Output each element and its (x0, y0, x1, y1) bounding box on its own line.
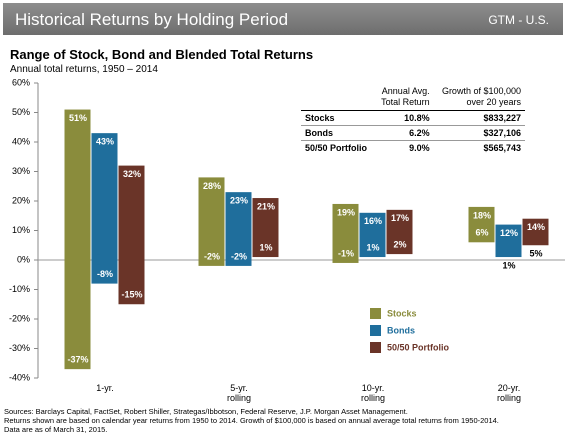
range-bar (495, 224, 522, 258)
table-cell: 50/50 Portfolio (305, 143, 368, 153)
x-tick-label: 20-yr. rolling (496, 383, 522, 403)
y-tick-label: 20% (12, 195, 30, 205)
value-label: 43% (96, 137, 114, 147)
range-bar (91, 133, 118, 284)
value-label: 6% (475, 228, 488, 238)
footnote: Returns shown are based on calendar year… (4, 416, 499, 425)
legend-swatch (370, 325, 381, 336)
legend-label: Bonds (387, 325, 415, 335)
table-cell: $327,106 (433, 125, 525, 141)
y-tick-label: 30% (12, 166, 30, 176)
value-label: 19% (337, 207, 355, 217)
value-label: -37% (67, 355, 88, 365)
summary-table: Annual Avg. Total Return Growth of $100,0… (301, 84, 525, 155)
table-cell: 6.2% (374, 125, 434, 141)
value-label: 1% (259, 242, 272, 252)
footnote: Data are as of March 31, 2015. (4, 425, 108, 434)
x-tick-label: 10-yr. rolling (360, 383, 386, 403)
y-tick-label: -30% (9, 343, 30, 353)
value-label: 1% (502, 260, 515, 270)
column-header (301, 84, 375, 111)
value-label: 5% (529, 249, 542, 259)
legend-swatch (370, 308, 381, 319)
range-bar (332, 203, 359, 263)
value-label: 1% (366, 242, 379, 252)
table-cell: 9.0% (409, 143, 430, 153)
value-label: 21% (257, 201, 275, 211)
legend-label: 50/50 Portfolio (387, 342, 450, 352)
footnote: Sources: Barclays Capital, FactSet, Robe… (4, 407, 408, 416)
header-tag: GTM - U.S. (488, 13, 549, 27)
y-tick-label: 10% (12, 225, 30, 235)
table-row: 50/50 Portfolio 9.0% $565,743 (301, 141, 525, 156)
table-cell: 10.8% (374, 110, 434, 126)
range-bar (198, 177, 225, 266)
y-tick-label: -10% (9, 284, 30, 294)
value-label: -2% (231, 251, 247, 261)
table-cell: Stocks (301, 110, 375, 126)
value-label: -2% (204, 251, 220, 261)
value-label: 12% (500, 228, 518, 238)
table-row: Stocks 10.8% $833,227 (301, 110, 525, 126)
table-cell: $833,227 (433, 110, 525, 126)
table-cell: Bonds (301, 125, 375, 141)
y-tick-label: 50% (12, 107, 30, 117)
header: Historical Returns by Holding Period GTM… (3, 3, 563, 35)
legend-swatch (370, 342, 381, 353)
chart-title: Range of Stock, Bond and Blended Total R… (10, 47, 314, 62)
x-tick-label: 5-yr. rolling (226, 383, 252, 403)
y-tick-label: 0% (17, 254, 30, 264)
value-label: 2% (393, 239, 406, 249)
range-bar (118, 165, 145, 305)
range-bar (468, 206, 495, 243)
value-label: 17% (391, 213, 409, 223)
table-cell: $565,743 (483, 143, 521, 153)
value-label: 23% (230, 196, 248, 206)
table-row: Bonds 6.2% $327,106 (301, 125, 525, 141)
range-bar (386, 209, 413, 255)
legend-label: Stocks (387, 308, 417, 318)
chart-subtitle: Annual total returns, 1950 – 2014 (10, 64, 158, 75)
value-label: 18% (473, 210, 491, 220)
footnotes: Sources: Barclays Capital, FactSet, Robe… (4, 407, 499, 434)
range-bar (252, 198, 279, 258)
range-bar (64, 109, 91, 370)
table-header: Annual Avg. Total Return Growth of $100,0… (301, 84, 525, 111)
value-label: 51% (69, 113, 87, 123)
value-label: -8% (97, 269, 113, 279)
column-header: Annual Avg. Total Return (374, 84, 434, 111)
value-label: -15% (121, 290, 142, 300)
value-label: -1% (338, 248, 354, 258)
range-bar (522, 218, 549, 246)
value-label: 16% (364, 216, 382, 226)
x-tick-label: 1-yr. (96, 383, 114, 393)
y-tick-label: -40% (9, 372, 30, 382)
value-label: 32% (123, 169, 141, 179)
range-bar (225, 192, 252, 266)
y-tick-label: 40% (12, 136, 30, 146)
value-label: 14% (527, 222, 545, 232)
y-tick-label: 60% (12, 77, 30, 87)
value-label: 28% (203, 181, 221, 191)
range-bar (359, 212, 386, 258)
y-tick-label: -20% (9, 313, 30, 323)
header-title: Historical Returns by Holding Period (15, 10, 289, 29)
column-header: Growth of $100,000 over 20 years (433, 84, 525, 111)
